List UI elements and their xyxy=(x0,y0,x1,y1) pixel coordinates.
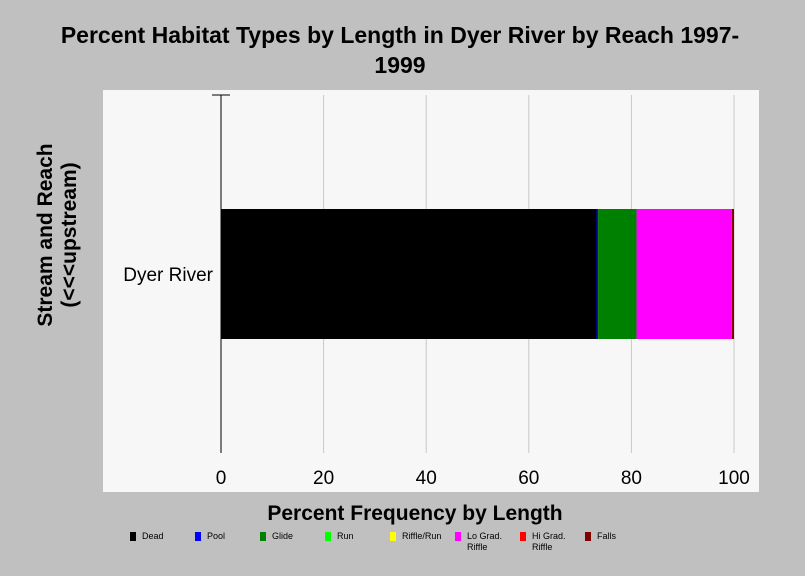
legend-label: Dead xyxy=(142,531,164,541)
legend-swatch xyxy=(130,532,136,541)
x-tick-label-20: 20 xyxy=(313,468,334,489)
x-tick-labels: 0 20 40 60 80 100 xyxy=(216,468,750,489)
legend-label: Falls xyxy=(597,531,617,541)
legend-swatch xyxy=(455,532,461,541)
bar-segment-falls xyxy=(731,209,734,339)
bar-segment-pool xyxy=(596,209,599,339)
x-tick-label-0: 0 xyxy=(216,468,227,489)
legend-swatch xyxy=(390,532,396,541)
x-tick-label-80: 80 xyxy=(621,468,642,489)
legend-label: Lo Grad. Riffle xyxy=(467,531,503,552)
legend-swatch xyxy=(260,532,266,541)
legend-swatch xyxy=(195,532,201,541)
legend-label: Glide xyxy=(272,531,294,541)
bar-stack xyxy=(221,209,734,339)
x-tick-label-100: 100 xyxy=(718,468,750,489)
legend-label: Riffle/Run xyxy=(402,531,442,541)
x-tick-label-60: 60 xyxy=(518,468,539,489)
legend-swatch xyxy=(585,532,591,541)
x-axis-title: Percent Frequency by Length xyxy=(267,502,563,525)
legend-label: Run xyxy=(337,531,354,541)
x-tick-label-40: 40 xyxy=(416,468,437,489)
legend: Dead Pool Glide Run Riffle/Run Lo Grad. Riffle… xyxy=(130,531,690,561)
bar-segment-glide xyxy=(598,209,637,339)
legend-label: Hi Grad. Riffle xyxy=(532,531,566,552)
bar-segment-lo-grad-riffle xyxy=(636,209,732,339)
chart-title: Percent Habitat Types by Length in Dyer … xyxy=(60,22,740,78)
legend-label: Pool xyxy=(207,531,226,541)
category-label: Dyer River xyxy=(123,265,213,286)
legend-swatch xyxy=(325,532,331,541)
bar-segment-dead xyxy=(221,209,597,339)
y-axis-title: Stream and Reach (<<<upstream) xyxy=(34,143,81,327)
legend-swatch xyxy=(520,532,526,541)
